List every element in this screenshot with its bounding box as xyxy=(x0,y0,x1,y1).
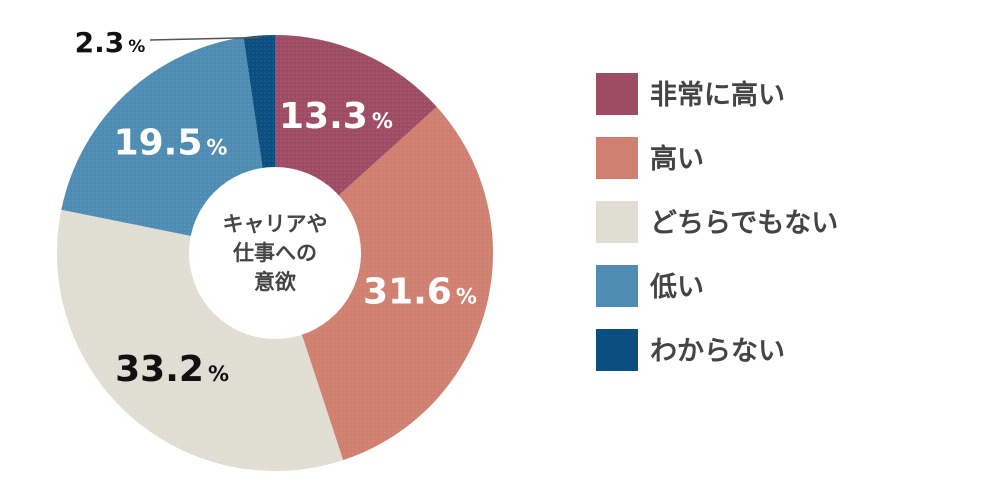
percent-sign: % xyxy=(456,284,477,308)
value-label-2: 31.6% xyxy=(363,271,477,312)
value-number: 33.2 xyxy=(115,349,204,390)
legend-label-3: どちらでもない xyxy=(650,208,838,239)
legend-swatch-2 xyxy=(596,137,638,179)
center-label-line: 意欲 xyxy=(254,270,296,294)
legend-label-2: 高い xyxy=(650,143,704,175)
center-label-line: キャリアや xyxy=(223,212,328,236)
value-label-4: 19.5% xyxy=(114,123,228,164)
value-number: 2.3 xyxy=(75,26,125,59)
donut-hole xyxy=(189,167,361,339)
value-number: 13.3 xyxy=(279,96,368,137)
legend-label-4: 低い xyxy=(649,272,704,303)
slice-texture-2 xyxy=(275,106,493,461)
percent-sign: % xyxy=(128,37,145,57)
value-label-1: 13.3% xyxy=(279,96,393,137)
value-number: 19.5 xyxy=(114,123,203,164)
value-labels: 13.3 %31.6 %33.2 %19.5 %2.3% xyxy=(75,26,477,390)
percent-sign: % xyxy=(372,109,393,133)
leader-line xyxy=(149,36,260,41)
legend-label-5: わからない xyxy=(650,336,785,367)
legend-swatch-5 xyxy=(596,329,638,371)
legend-label-1: 非常に高い xyxy=(650,79,785,111)
center-label-line: 仕事への xyxy=(232,241,317,265)
value-number: 31.6 xyxy=(363,271,452,312)
percent-sign: % xyxy=(206,136,227,160)
legend-swatch-3 xyxy=(596,201,638,243)
value-label-5: 2.3% xyxy=(75,26,146,59)
legend-swatch-4 xyxy=(596,265,638,307)
legend-swatch-1 xyxy=(596,73,638,115)
value-label-3: 33.2% xyxy=(115,349,229,390)
percent-sign: % xyxy=(208,362,229,386)
